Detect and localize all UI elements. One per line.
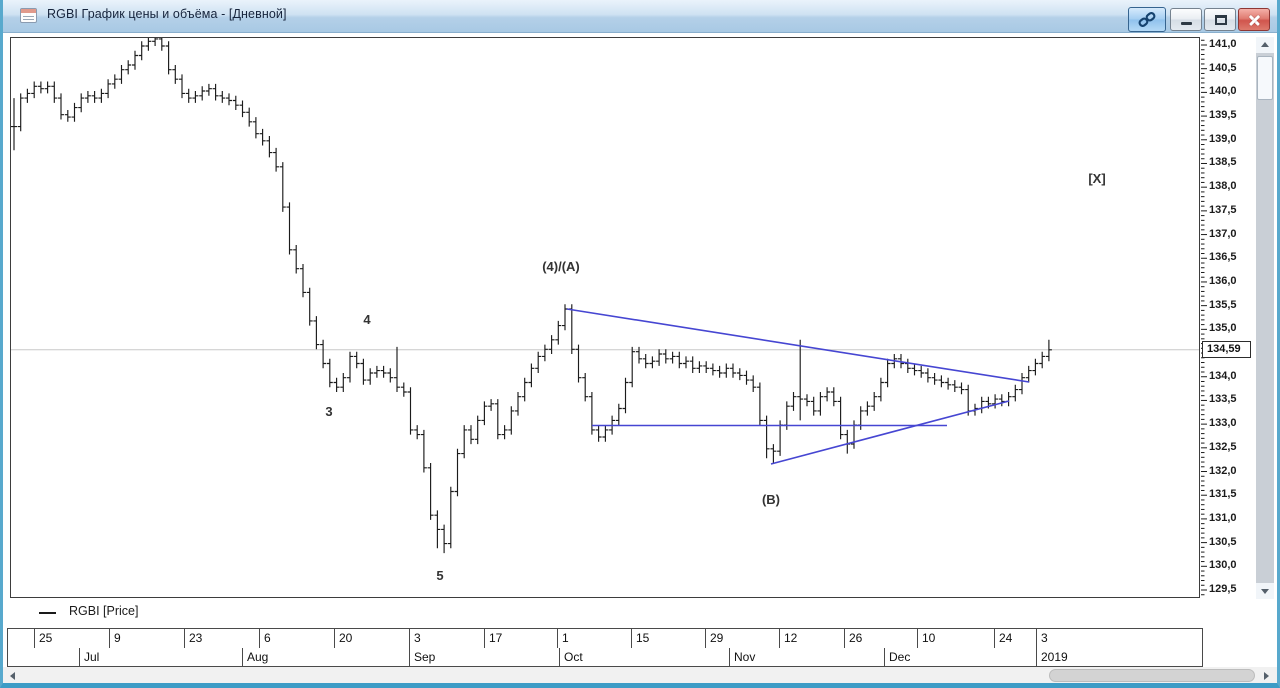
price-axis-label: 133,0 — [1209, 417, 1237, 430]
scroll-down-button[interactable] — [1256, 583, 1274, 599]
price-axis-label: 137,5 — [1209, 203, 1237, 216]
wave-label: 5 — [436, 568, 443, 583]
price-axis-label: 140,0 — [1209, 85, 1237, 98]
price-axis-label: 131,5 — [1209, 488, 1237, 501]
week-cell[interactable]: 9 — [109, 629, 184, 648]
week-cell[interactable]: 29 — [705, 629, 779, 648]
month-cell[interactable]: Oct — [559, 648, 729, 666]
link-icon — [1138, 12, 1156, 27]
price-axis-label: 132,5 — [1209, 440, 1237, 453]
price-axis-label: 138,5 — [1209, 156, 1237, 169]
horizontal-scrollbar[interactable] — [3, 667, 1277, 683]
price-axis-label: 131,0 — [1209, 511, 1237, 524]
price-axis-label: 130,0 — [1209, 559, 1237, 572]
week-cell[interactable]: 12 — [779, 629, 844, 648]
month-cell[interactable]: Jul — [79, 648, 242, 666]
arrow-down-icon — [1261, 589, 1269, 594]
wave-label: [X] — [1088, 171, 1105, 186]
scroll-left-button[interactable] — [5, 668, 22, 683]
arrow-up-icon — [1261, 42, 1269, 47]
series-line-swatch — [39, 612, 56, 614]
price-axis-label: 138,0 — [1209, 180, 1237, 193]
week-cell[interactable]: 24 — [994, 629, 1036, 648]
month-cell[interactable] — [8, 648, 79, 666]
price-axis-label: 139,5 — [1209, 109, 1237, 122]
maximize-icon — [1215, 15, 1227, 25]
month-cell[interactable]: Aug — [242, 648, 409, 666]
price-axis-label: 135,5 — [1209, 298, 1237, 311]
maximize-button[interactable] — [1204, 8, 1236, 31]
week-cell[interactable]: 3 — [1036, 629, 1203, 648]
week-cell[interactable]: 17 — [484, 629, 557, 648]
week-cell[interactable] — [8, 629, 34, 648]
price-axis-label: 140,5 — [1209, 61, 1237, 74]
price-axis-ticks — [1201, 39, 1207, 596]
date-axis-months[interactable]: Jul Aug Sep Oct Nov Dec 2019 — [7, 648, 1203, 667]
month-cell[interactable]: Dec — [884, 648, 1036, 666]
arrow-right-icon — [1264, 672, 1269, 680]
chart-window-icon — [20, 8, 37, 23]
price-axis-label: 130,5 — [1209, 535, 1237, 548]
week-cell[interactable]: 25 — [34, 629, 109, 648]
horizontal-scroll-thumb[interactable] — [1049, 669, 1255, 682]
price-axis-label: 135,0 — [1209, 322, 1237, 335]
minimize-icon — [1181, 22, 1192, 25]
week-cell[interactable]: 3 — [409, 629, 484, 648]
minimize-button[interactable] — [1170, 8, 1202, 31]
price-axis-label: 136,0 — [1209, 274, 1237, 287]
week-cell[interactable]: 15 — [631, 629, 705, 648]
wave-label: (4)/(A) — [542, 259, 580, 274]
titlebar[interactable]: RGBI График цены и объёма - [Дневной] — [3, 0, 1277, 33]
price-axis-label: 139,0 — [1209, 132, 1237, 145]
trendline — [770, 400, 1010, 465]
price-axis-label: 134,0 — [1209, 369, 1237, 382]
scroll-right-button[interactable] — [1258, 668, 1275, 683]
ohlc-bars — [11, 38, 1052, 554]
date-axis-weeks[interactable]: 25 9 23 6 20 3 17 1 15 29 12 26 10 24 3 — [7, 628, 1203, 649]
week-cell[interactable]: 23 — [184, 629, 259, 648]
month-cell[interactable]: 2019 — [1036, 648, 1203, 666]
week-cell[interactable]: 20 — [334, 629, 409, 648]
trendline — [566, 308, 1030, 383]
price-axis-label: 132,0 — [1209, 464, 1237, 477]
week-cell[interactable]: 10 — [917, 629, 994, 648]
week-cell[interactable]: 1 — [557, 629, 631, 648]
vertical-scroll-thumb[interactable] — [1257, 56, 1273, 100]
window-title: RGBI График цены и объёма - [Дневной] — [47, 7, 287, 21]
wave-label: 4 — [363, 312, 371, 327]
series-label: RGBI [Price] — [69, 604, 139, 618]
price-axis-label: 141,0 — [1209, 38, 1237, 50]
price-chart-canvas: 4 3 5 (4)/(A) (B) [X] — [11, 38, 1199, 583]
week-cell[interactable]: 26 — [844, 629, 917, 648]
month-cell[interactable]: Sep — [409, 648, 559, 666]
wave-label: 3 — [325, 404, 332, 419]
wave-label: (B) — [762, 492, 780, 507]
week-cell[interactable]: 6 — [259, 629, 334, 648]
close-button[interactable] — [1238, 8, 1270, 31]
arrow-left-icon — [10, 672, 15, 680]
last-price-label: 134,59 — [1202, 341, 1251, 358]
price-chart-plot[interactable]: 4 3 5 (4)/(A) (B) [X] — [10, 37, 1200, 598]
month-cell[interactable]: Nov — [729, 648, 884, 666]
price-axis-label: 136,5 — [1209, 251, 1237, 264]
price-axis-label: 129,5 — [1209, 582, 1237, 595]
legend: RGBI [Price] — [11, 600, 1201, 626]
price-axis-label: 133,5 — [1209, 393, 1237, 406]
price-axis-label: 137,0 — [1209, 227, 1237, 240]
vertical-scrollbar[interactable] — [1256, 37, 1274, 599]
link-button[interactable] — [1128, 7, 1166, 32]
scroll-up-button[interactable] — [1256, 37, 1274, 53]
